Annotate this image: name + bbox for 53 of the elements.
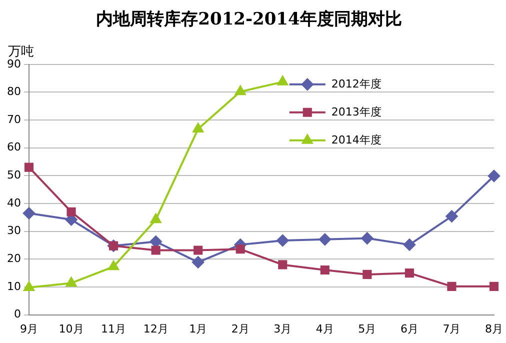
point	[192, 256, 204, 268]
y-tick-label: 40	[6, 196, 21, 210]
chart-title: 内地周转库存2012-2014年度同期对比	[96, 10, 402, 30]
y-tick-label: 70	[6, 112, 21, 126]
x-tick-label: 11月	[101, 322, 126, 336]
point	[488, 170, 500, 182]
point	[150, 214, 162, 224]
y-axis-title: 万吨	[8, 44, 34, 60]
point	[22, 207, 35, 220]
point	[194, 246, 203, 255]
point	[278, 260, 288, 270]
point	[24, 282, 34, 292]
point	[362, 270, 372, 279]
x-tick-label: 3月	[274, 322, 292, 336]
y-tick-label: 30	[6, 224, 21, 238]
point	[151, 246, 160, 255]
point	[318, 233, 331, 246]
point	[108, 260, 119, 270]
x-tick-label: 4月	[316, 322, 334, 336]
y-tick-label: 80	[6, 85, 21, 98]
point	[320, 265, 330, 275]
x-tick-label: 7月	[442, 322, 461, 336]
legend-label: 2013年度	[331, 105, 382, 118]
y-tick-label: 10	[6, 280, 21, 293]
legend-label: 2012年度	[331, 77, 382, 90]
point	[192, 122, 204, 132]
point	[404, 268, 414, 278]
x-tick-label: 8月	[485, 322, 503, 336]
x-tick-label: 6月	[400, 322, 418, 336]
y-tick-label: 90	[6, 57, 21, 70]
x-tick-label: 9月	[20, 322, 38, 336]
y-tick-label: 60	[6, 140, 21, 154]
point	[277, 76, 288, 86]
point	[403, 238, 416, 251]
point	[276, 234, 289, 247]
y-tick-label: 0	[14, 308, 21, 321]
x-tick-label: 1月	[189, 322, 208, 336]
point	[447, 282, 456, 291]
x-tick-label: 2月	[231, 322, 250, 336]
point	[235, 86, 246, 96]
point	[489, 282, 499, 291]
point	[66, 277, 77, 287]
point	[361, 232, 374, 244]
point	[66, 207, 76, 216]
y-tick-label: 20	[6, 252, 21, 266]
y-tick-label: 50	[6, 168, 21, 182]
x-tick-label: 12月	[143, 322, 168, 336]
x-tick-label: 10月	[58, 322, 84, 336]
point	[236, 244, 245, 254]
x-tick-label: 5月	[358, 322, 376, 336]
point	[446, 210, 458, 222]
point	[24, 162, 34, 172]
legend-label: 2014年度	[331, 133, 382, 146]
